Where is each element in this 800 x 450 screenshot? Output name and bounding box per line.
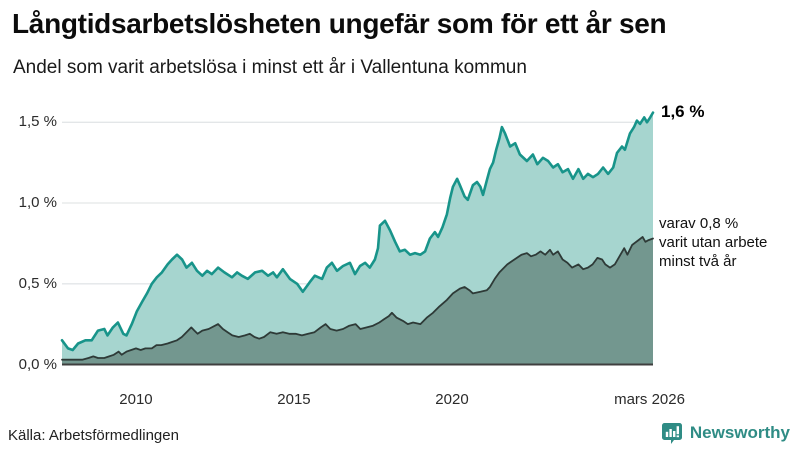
y-axis-labels: 0,0 % 0,5 % 1,0 % 1,5 % xyxy=(0,0,57,450)
source-note: Källa: Arbetsförmedlingen xyxy=(8,427,179,444)
two-plus-years-line xyxy=(61,236,654,361)
x-axis-labels: 2010 2015 2020 mars 2026 xyxy=(0,391,800,413)
y-tick-label: 0,5 % xyxy=(18,274,57,292)
total-unemployed-line xyxy=(60,111,655,352)
y-tick-label: 1,0 % xyxy=(18,194,57,211)
y-tick-label: 0,0 % xyxy=(18,355,57,373)
x-tick-label: mars 2026 xyxy=(614,391,685,408)
x-tick-label: 2015 xyxy=(277,391,311,408)
total-end-value-label: 1,6 % xyxy=(661,102,705,121)
newsworthy-logo: Newsworthy xyxy=(660,421,790,445)
page-title: Långtidsarbetslösheten ungefär som för e… xyxy=(12,8,667,39)
x-tick-label: 2010 xyxy=(119,391,153,408)
y-tick-label: 1,5 % xyxy=(18,113,57,131)
two-plus-years-area xyxy=(62,236,653,365)
two-plus-end-value-label: varav 0,8 % varit utan arbete minst två … xyxy=(659,215,768,270)
newsworthy-chart-bubble-icon xyxy=(661,423,682,444)
chart-subtitle: Andel som varit arbetslösa i minst ett å… xyxy=(13,57,527,78)
brand-name: Newsworthy xyxy=(689,423,790,442)
x-tick-label: 2020 xyxy=(435,391,469,408)
